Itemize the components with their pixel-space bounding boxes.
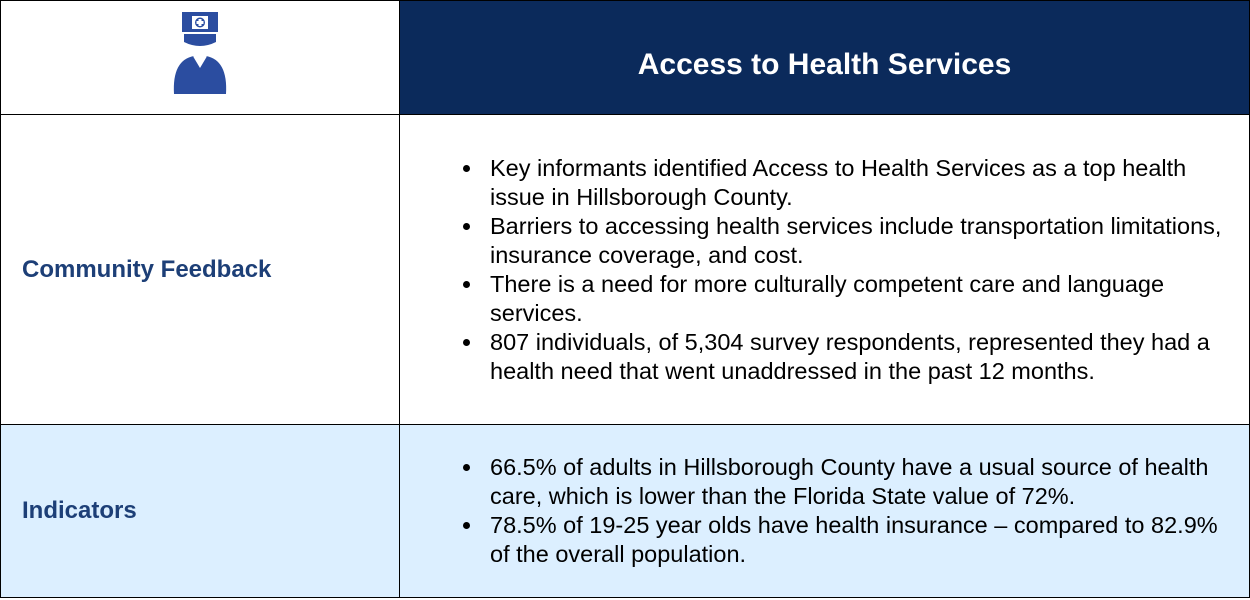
bullet: 78.5% of 19-25 year olds have health ins… (484, 511, 1231, 569)
bullet: 66.5% of adults in Hillsborough County h… (484, 453, 1231, 511)
bullet: Barriers to accessing health services in… (484, 212, 1231, 270)
row-label: Indicators (0, 424, 400, 598)
header-row: Access to Health Services (0, 0, 1250, 115)
bullet-list: 66.5% of adults in Hillsborough County h… (400, 453, 1249, 569)
row-label: Community Feedback (0, 114, 400, 425)
bullet-cell: Key informants identified Access to Heal… (399, 114, 1250, 425)
icon-cell (0, 0, 400, 115)
bullet: Key informants identified Access to Heal… (484, 154, 1231, 212)
feedback-row: Community Feedback Key informants identi… (0, 114, 1250, 425)
bullet: 807 individuals, of 5,304 survey respond… (484, 328, 1231, 386)
indicators-row: Indicators 66.5% of adults in Hillsborou… (0, 424, 1250, 598)
bullet: There is a need for more culturally comp… (484, 270, 1231, 328)
title: Access to Health Services (399, 0, 1250, 115)
bullet-cell: 66.5% of adults in Hillsborough County h… (399, 424, 1250, 598)
doctor-icon (173, 12, 227, 94)
bullet-list: Key informants identified Access to Heal… (400, 154, 1249, 386)
